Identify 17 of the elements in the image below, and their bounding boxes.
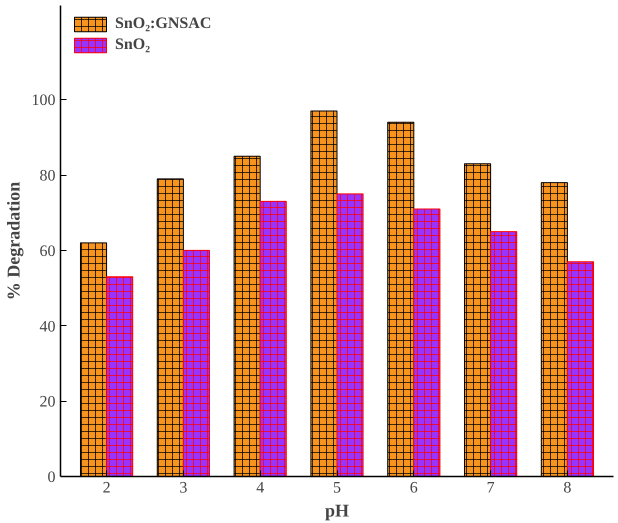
x-tick-label: 3 [179,480,188,496]
y-tick-label: 80 [40,168,56,185]
x-tick-label: 5 [333,480,341,496]
y-tick-label: 0 [48,469,56,486]
y-tick-label: 60 [40,242,56,260]
legend-label: SnO₂:GNSAC [115,15,212,33]
y-axis-title: % Degradation [4,182,24,300]
legend-label: SnO₂ [115,36,150,54]
x-tick-label: 6 [410,480,418,496]
y-tick-label: 100 [32,92,56,110]
x-tick-label: 2 [102,480,111,496]
x-tick-label: 4 [256,480,264,496]
y-tick-label: 40 [40,318,56,336]
x-axis-title: pH [324,500,350,520]
x-tick-label: 7 [486,480,495,496]
y-tick-label: 20 [40,394,56,411]
x-tick-label: 8 [563,480,572,496]
